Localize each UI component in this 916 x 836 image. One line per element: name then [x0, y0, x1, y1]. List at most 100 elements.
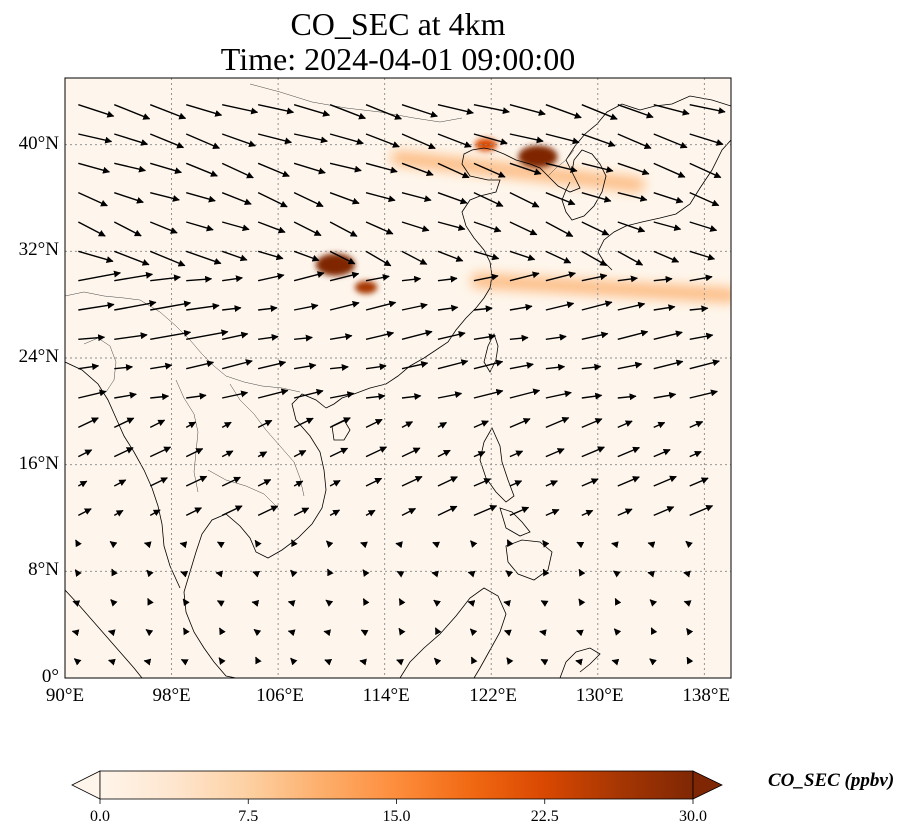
wind-arrow — [293, 250, 320, 262]
wind-arrow — [149, 133, 185, 149]
wind-arrow — [221, 250, 248, 262]
wind-arrow — [114, 391, 137, 399]
wind-arrow — [221, 421, 232, 429]
wind-arrow — [221, 450, 234, 458]
wind-arrow — [329, 509, 341, 517]
colorbar-tick-label: 15.0 — [382, 808, 411, 825]
wind-arrow — [114, 133, 149, 146]
border-laos-vietnam — [229, 383, 305, 497]
wind-arrow — [470, 540, 478, 548]
wind-arrow — [147, 597, 154, 606]
wind-arrow — [329, 447, 349, 458]
wind-arrow — [287, 629, 296, 637]
wind-arrow — [509, 103, 546, 116]
wind-arrow — [179, 541, 188, 549]
wind-arrow — [473, 133, 508, 145]
border-bangladesh — [83, 337, 117, 393]
wind-arrow — [216, 541, 225, 549]
wind-arrow — [581, 418, 603, 428]
wind-arrow — [218, 657, 226, 665]
wind-arrow — [186, 103, 223, 117]
wind-arrow — [398, 598, 406, 606]
wind-arrow — [78, 449, 93, 458]
wind-arrow — [360, 629, 369, 637]
wind-arrow — [78, 417, 99, 428]
wind-arrow — [467, 570, 476, 578]
border-myanmar-thailand — [175, 379, 199, 493]
wind-arrow — [473, 305, 493, 313]
wind-arrow — [150, 274, 181, 282]
wind-arrow — [365, 363, 387, 371]
wind-arrow — [401, 361, 429, 370]
wind-arrow — [78, 334, 106, 342]
coastline-sulawesi — [559, 647, 601, 678]
wind-arrow — [506, 539, 514, 548]
wind-arrow — [362, 569, 370, 577]
wind-arrow — [473, 273, 499, 282]
wind-arrow — [365, 274, 390, 282]
wind-arrow — [401, 393, 422, 401]
wind-arrow — [293, 303, 319, 311]
x-tick-label: 122°E — [469, 685, 517, 706]
wind-arrow — [149, 221, 178, 234]
x-tick-label: 114°E — [362, 685, 410, 706]
colorbar — [71, 770, 723, 804]
wind-arrow — [360, 541, 368, 549]
wind-arrow — [689, 332, 714, 341]
wind-arrow — [395, 541, 403, 549]
x-tick-label: 106°E — [256, 685, 304, 706]
coastline-indochina — [183, 393, 327, 678]
coastline-borneo — [399, 587, 507, 678]
wind-arrow — [113, 417, 135, 428]
wind-vectors — [71, 103, 726, 666]
wind-arrow — [401, 221, 430, 232]
wind-arrow — [653, 103, 690, 116]
wind-arrow — [326, 540, 334, 548]
wind-arrow — [294, 334, 313, 342]
coastline-visayas — [499, 507, 531, 537]
wind-arrow — [257, 103, 295, 115]
wind-arrow — [293, 221, 322, 237]
wind-arrow — [473, 221, 502, 233]
wind-arrow — [401, 250, 428, 265]
wind-arrow — [617, 104, 654, 119]
wind-arrow — [689, 103, 726, 115]
wind-arrow — [365, 300, 397, 311]
wind-arrow — [617, 162, 650, 176]
wind-arrow — [581, 478, 599, 487]
wind-arrow — [689, 221, 718, 232]
wind-arrow — [253, 628, 262, 637]
wind-arrow — [257, 360, 287, 370]
wind-arrow — [150, 362, 173, 370]
wind-arrow — [221, 221, 250, 232]
wind-arrow — [545, 363, 566, 371]
concentration-field — [315, 138, 731, 303]
wind-arrow — [401, 421, 414, 428]
wind-arrow — [509, 418, 531, 428]
wind-arrow — [149, 250, 186, 267]
wind-arrow — [216, 600, 225, 607]
wind-arrow — [617, 250, 644, 266]
wind-arrow — [581, 392, 603, 400]
colorbar-tick-marks — [99, 799, 694, 804]
x-tick-label: 98°E — [152, 685, 191, 706]
wind-arrow — [111, 568, 118, 577]
y-tick-label: 24°N — [18, 346, 59, 367]
wind-arrow — [653, 275, 673, 283]
co-plume — [391, 151, 645, 192]
wind-arrow — [365, 133, 400, 148]
coastline-bay-of-bengal — [65, 361, 181, 589]
wind-arrow — [401, 133, 436, 150]
wind-arrow — [689, 192, 720, 207]
wind-arrow — [290, 657, 298, 666]
wind-arrow — [78, 162, 111, 174]
wind-arrow — [509, 388, 541, 399]
wind-arrow — [545, 104, 582, 119]
y-tick-label: 32°N — [18, 239, 59, 261]
wind-arrow — [437, 275, 458, 283]
wind-arrow — [437, 221, 466, 231]
wind-arrow — [186, 329, 229, 341]
wind-arrow — [257, 162, 290, 178]
wind-arrow — [653, 304, 676, 312]
colorbar-tick-label: 7.5 — [238, 808, 259, 825]
